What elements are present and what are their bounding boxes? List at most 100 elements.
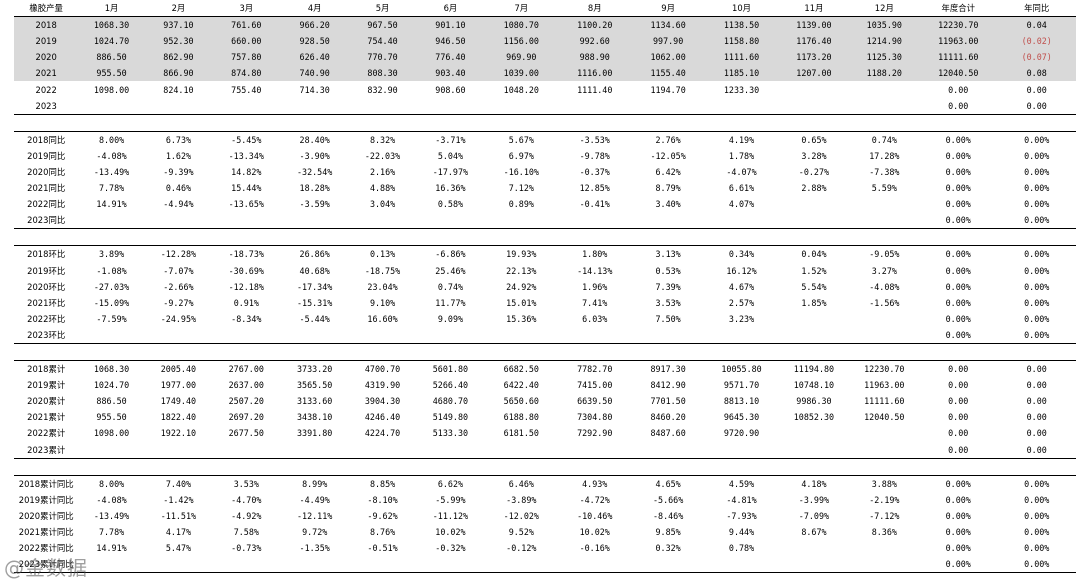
value-cell: -8.34% — [231, 313, 262, 324]
value-cell — [778, 441, 850, 459]
value-cell: 714.30 — [299, 84, 330, 95]
row-label: 2021同比 — [27, 183, 66, 194]
value-cell: -0.37% — [579, 166, 610, 177]
value-cell — [849, 97, 920, 115]
value-cell: 3.53% — [212, 474, 281, 492]
value-cell: 1035.90 — [849, 16, 920, 34]
value-cell — [212, 441, 281, 459]
value-cell: 5133.30 — [432, 428, 469, 439]
watermark: @金数据 — [4, 556, 88, 580]
value-cell: 1.52% — [801, 265, 827, 276]
value-cell: 0.00 — [919, 360, 998, 378]
value-cell — [631, 556, 705, 574]
value-cell: 2507.20 — [228, 396, 264, 407]
rubber-production-table: 橡胶产量 1月 2月 3月 4月 5月 6月 7月 8月 9月 10月 11月 12月 年度合计 年同比 20… — [14, 0, 1076, 574]
spacer-cell — [850, 343, 919, 360]
value-cell: -2.66% — [163, 281, 194, 292]
row-label: 2018同比 — [14, 130, 79, 148]
value-cell: 15.36% — [506, 313, 537, 324]
value-cell: 8.67% — [801, 527, 827, 538]
spacer-cell — [631, 229, 704, 246]
value-cell: 7.12% — [508, 183, 534, 194]
spacer-cell — [558, 458, 631, 475]
value-cell: 11111.60 — [864, 396, 905, 407]
value-cell: 1233.30 — [723, 84, 760, 95]
value-cell: 0.00% — [945, 313, 971, 324]
value-cell: -9.05% — [849, 245, 920, 263]
value-cell — [704, 97, 779, 115]
row-label: 2021 — [14, 65, 79, 82]
value-cell: -12.18% — [228, 281, 264, 292]
value-cell: 0.00% — [997, 474, 1076, 492]
value-cell: -8.10% — [367, 494, 398, 505]
value-cell: -8.46% — [652, 510, 684, 521]
value-cell — [558, 212, 632, 230]
value-cell: 0.00% — [997, 556, 1076, 574]
value-cell: 937.10 — [144, 16, 213, 34]
spreadsheet: 橡胶产量 1月 2月 3月 4月 5月 6月 7月 8月 9月 10月 11月 12月 年度合计 年同比 20… — [14, 0, 1076, 574]
spacer-cell — [997, 343, 1076, 360]
value-cell: 8487.60 — [650, 428, 686, 439]
value-cell: -4.70% — [231, 494, 262, 505]
value-cell: 6.73% — [144, 130, 213, 148]
value-cell — [849, 326, 920, 344]
value-cell: 0.04 — [997, 16, 1076, 34]
value-cell — [778, 540, 849, 556]
value-cell: 11.77% — [435, 297, 466, 308]
value-cell: -11.51% — [160, 510, 197, 521]
value-cell: 0.00% — [945, 183, 971, 194]
spacer-cell — [280, 343, 348, 360]
row-label: 2019 — [14, 33, 79, 50]
value-cell: -16.10% — [503, 166, 539, 177]
value-cell: 9645.30 — [723, 412, 760, 423]
value-cell — [778, 81, 849, 97]
value-cell: 5601.80 — [416, 360, 485, 378]
value-cell: 952.30 — [144, 33, 213, 50]
spacer-cell — [14, 114, 78, 131]
value-cell — [704, 556, 779, 574]
spacer-cell — [212, 114, 280, 131]
value-cell: -3.99% — [798, 494, 830, 505]
value-cell: 4246.40 — [364, 412, 401, 423]
value-cell: 1048.20 — [503, 84, 539, 95]
header-cell: 6月 — [416, 0, 485, 18]
value-cell: -12.11% — [297, 510, 333, 521]
value-cell: -10.46% — [577, 510, 613, 521]
value-cell: 1158.80 — [704, 33, 779, 50]
value-cell — [78, 97, 145, 115]
table-row: 2020累计 886.50 1749.40 2507.20 3133.60 3904.30… — [14, 393, 1076, 409]
value-cell: 0.00% — [997, 212, 1076, 230]
value-cell: 12.85% — [579, 183, 610, 194]
value-cell: 0.00 — [1026, 380, 1047, 391]
value-cell: 1080.70 — [484, 16, 559, 34]
value-cell — [850, 196, 919, 212]
value-cell: -7.12% — [869, 510, 900, 521]
value-cell: -4.94% — [163, 199, 194, 210]
row-label: 2018 — [14, 16, 79, 34]
value-cell: 8917.30 — [631, 360, 705, 378]
value-cell: 955.50 — [78, 65, 145, 82]
value-cell: 2.76% — [631, 130, 705, 148]
value-cell: 1156.00 — [484, 33, 559, 50]
table-row: 2023累计同比 0.00% 0.00% — [14, 556, 1076, 574]
value-cell: 2.88% — [801, 183, 827, 194]
value-cell: 1111.40 — [577, 84, 613, 95]
value-cell — [416, 556, 485, 574]
spacer-cell — [705, 458, 778, 475]
spacer-cell — [485, 114, 558, 131]
spacer-cell — [778, 343, 849, 360]
value-cell: 886.50 — [96, 396, 127, 407]
table-row: 2018 1068.30 937.10 761.60 966.20 967.50 901.1… — [14, 16, 1076, 34]
value-cell — [416, 212, 485, 230]
value-cell: 946.50 — [416, 33, 485, 50]
value-cell: -0.73% — [231, 543, 262, 554]
value-cell: 7.40% — [144, 474, 213, 492]
value-cell: 6.97% — [508, 150, 534, 161]
value-cell: -1.56% — [869, 297, 900, 308]
value-cell: 0.00% — [945, 543, 971, 554]
value-cell: -12.28% — [144, 245, 213, 263]
table-row: 2020 886.50 862.90 757.80 626.40 770.70 776.40… — [14, 49, 1076, 66]
spacer-row — [14, 343, 1076, 360]
value-cell: 0.00% — [1024, 150, 1050, 161]
value-cell: 3.53% — [655, 297, 681, 308]
